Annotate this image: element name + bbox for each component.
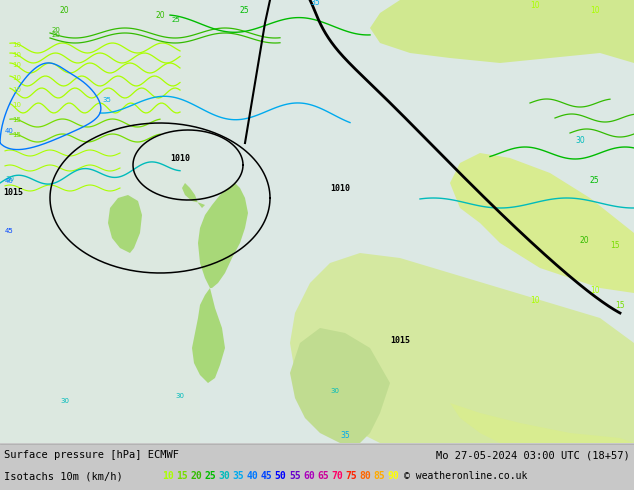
Text: Mo 27-05-2024 03:00 UTC (18+57): Mo 27-05-2024 03:00 UTC (18+57) bbox=[436, 450, 630, 460]
Text: 65: 65 bbox=[317, 471, 329, 481]
Text: 40: 40 bbox=[5, 128, 14, 134]
Polygon shape bbox=[192, 288, 225, 383]
Text: 10: 10 bbox=[12, 102, 21, 108]
Text: 15: 15 bbox=[610, 241, 619, 250]
Text: 35: 35 bbox=[102, 97, 111, 103]
Text: 10: 10 bbox=[12, 52, 21, 58]
Text: Isotachs 10m (km/h): Isotachs 10m (km/h) bbox=[4, 471, 123, 481]
Text: 25: 25 bbox=[204, 471, 216, 481]
Text: 10: 10 bbox=[12, 87, 21, 93]
Text: 10: 10 bbox=[590, 286, 600, 295]
Text: 30: 30 bbox=[330, 388, 339, 394]
Text: 35: 35 bbox=[340, 431, 350, 440]
Text: 10: 10 bbox=[590, 6, 600, 15]
Text: 50: 50 bbox=[275, 471, 287, 481]
Text: 10: 10 bbox=[162, 471, 174, 481]
Text: 35: 35 bbox=[233, 471, 244, 481]
Polygon shape bbox=[450, 403, 634, 443]
Text: 30: 30 bbox=[60, 398, 69, 404]
Text: 20: 20 bbox=[60, 6, 70, 15]
Text: 10: 10 bbox=[530, 296, 540, 305]
Text: 15: 15 bbox=[12, 132, 21, 138]
Text: 20: 20 bbox=[52, 32, 61, 38]
Text: 15: 15 bbox=[176, 471, 188, 481]
Text: 15: 15 bbox=[12, 117, 21, 123]
Text: 20: 20 bbox=[52, 27, 61, 33]
Text: 20: 20 bbox=[155, 11, 165, 20]
Text: 80: 80 bbox=[359, 471, 371, 481]
Text: 10: 10 bbox=[530, 1, 540, 10]
Text: 30: 30 bbox=[218, 471, 230, 481]
Text: 25: 25 bbox=[590, 176, 600, 185]
Text: 15: 15 bbox=[615, 301, 624, 310]
Text: 20: 20 bbox=[580, 236, 590, 245]
Text: 45: 45 bbox=[261, 471, 273, 481]
Text: 70: 70 bbox=[331, 471, 343, 481]
Text: 25: 25 bbox=[240, 6, 250, 15]
Polygon shape bbox=[198, 183, 248, 288]
Polygon shape bbox=[108, 195, 142, 253]
Text: 85: 85 bbox=[373, 471, 385, 481]
Text: 75: 75 bbox=[346, 471, 357, 481]
Text: 90: 90 bbox=[387, 471, 399, 481]
Text: 10: 10 bbox=[12, 42, 21, 48]
Text: 60: 60 bbox=[303, 471, 314, 481]
Text: 30: 30 bbox=[575, 136, 585, 145]
Polygon shape bbox=[290, 253, 634, 443]
Polygon shape bbox=[370, 0, 634, 63]
Text: 35: 35 bbox=[310, 0, 320, 7]
Text: 1015: 1015 bbox=[390, 336, 410, 345]
Polygon shape bbox=[290, 328, 390, 443]
Polygon shape bbox=[182, 183, 205, 208]
Text: 1015: 1015 bbox=[3, 188, 23, 197]
Text: 10: 10 bbox=[12, 62, 21, 68]
Text: 30: 30 bbox=[5, 176, 14, 182]
Text: 10: 10 bbox=[12, 75, 21, 81]
Polygon shape bbox=[0, 0, 200, 443]
Text: 25: 25 bbox=[172, 17, 181, 23]
Text: 1010: 1010 bbox=[330, 184, 350, 193]
Text: 40: 40 bbox=[247, 471, 258, 481]
Text: 45: 45 bbox=[5, 228, 14, 234]
Polygon shape bbox=[450, 153, 634, 293]
Text: 1010: 1010 bbox=[170, 154, 190, 163]
Text: 55: 55 bbox=[289, 471, 301, 481]
Text: 40: 40 bbox=[5, 178, 14, 184]
Text: © weatheronline.co.uk: © weatheronline.co.uk bbox=[404, 471, 527, 481]
Text: 20: 20 bbox=[190, 471, 202, 481]
Text: Surface pressure [hPa] ECMWF: Surface pressure [hPa] ECMWF bbox=[4, 450, 179, 460]
Text: 30: 30 bbox=[175, 393, 184, 399]
